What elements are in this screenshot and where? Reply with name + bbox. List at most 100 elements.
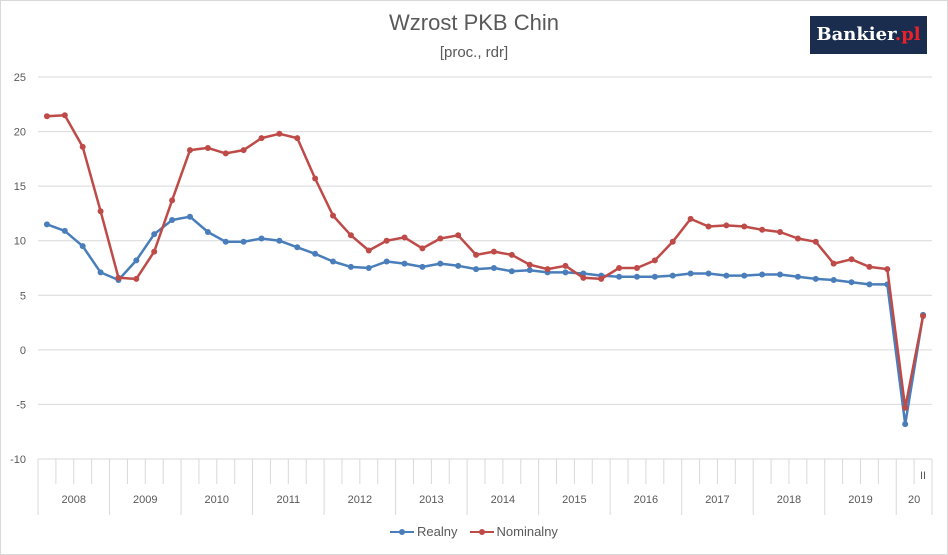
data-point-nominalny — [330, 212, 337, 219]
data-point-realny — [473, 266, 480, 273]
data-point-nominalny — [61, 112, 68, 119]
data-point-nominalny — [79, 143, 86, 150]
data-point-realny — [490, 265, 497, 271]
data-point-nominalny — [365, 247, 372, 254]
legend-item-nominalny: Nominalny — [469, 524, 558, 539]
data-point-nominalny — [794, 235, 801, 242]
y-tick-label: -10 — [10, 454, 26, 466]
data-point-nominalny — [687, 215, 694, 222]
data-point-nominalny — [490, 248, 497, 255]
bankier-logo[interactable]: Bankier.pl — [810, 16, 927, 54]
y-tick-label: 0 — [20, 345, 26, 357]
data-point-nominalny — [276, 130, 283, 137]
data-point-realny — [61, 227, 68, 234]
data-point-realny — [723, 272, 730, 279]
data-point-realny — [204, 228, 211, 235]
data-point-nominalny — [455, 232, 462, 239]
data-point-realny — [830, 277, 837, 284]
legend-swatch — [390, 527, 415, 537]
data-point-nominalny — [347, 232, 354, 239]
data-point-realny — [848, 279, 855, 286]
data-point-realny — [312, 250, 319, 257]
data-point-realny — [633, 273, 640, 280]
data-point-nominalny — [115, 274, 122, 281]
data-point-nominalny — [651, 257, 658, 264]
data-point-nominalny — [777, 228, 784, 235]
data-point-nominalny — [151, 248, 158, 255]
data-point-realny — [276, 237, 283, 244]
data-point-nominalny — [473, 251, 480, 258]
data-point-nominalny — [723, 222, 730, 229]
data-point-realny — [151, 231, 158, 238]
data-point-realny — [97, 269, 104, 276]
data-point-nominalny — [169, 197, 176, 204]
y-tick-label: 25 — [14, 72, 26, 84]
legend-swatch — [469, 527, 494, 537]
data-point-realny — [687, 270, 694, 277]
data-point-realny — [777, 271, 784, 278]
x-tick-label: 2015 — [562, 494, 586, 506]
data-point-realny — [437, 260, 444, 267]
data-point-nominalny — [43, 113, 50, 120]
data-point-nominalny — [526, 261, 533, 268]
data-point-nominalny — [616, 265, 623, 271]
data-point-realny — [562, 269, 569, 276]
data-point-nominalny — [920, 313, 927, 320]
y-tick-label: 15 — [14, 181, 26, 193]
data-point-realny — [455, 262, 462, 269]
data-point-nominalny — [437, 235, 444, 242]
data-point-nominalny — [186, 147, 193, 154]
legend-label: Nominalny — [496, 524, 558, 539]
series-line-realny — [46, 215, 925, 426]
data-point-realny — [616, 273, 623, 280]
legend: Realny Nominalny — [0, 524, 948, 540]
data-point-realny — [383, 258, 390, 265]
data-point-nominalny — [562, 262, 569, 269]
legend-label: Realny — [417, 524, 458, 539]
data-point-realny — [294, 244, 301, 251]
data-point-nominalny — [240, 147, 247, 154]
data-point-nominalny — [222, 150, 229, 157]
data-point-realny — [258, 235, 265, 242]
x-tick-label: 2012 — [348, 494, 372, 506]
x-axis: 2008 2009 2010 2011 2012 2013 2014 2015 2016 2017… — [37, 459, 933, 515]
data-point-realny — [401, 260, 408, 267]
data-point-nominalny — [97, 208, 104, 215]
legend-item-realny: Realny — [390, 524, 458, 539]
data-point-nominalny — [258, 135, 265, 142]
data-point-realny — [669, 272, 676, 279]
data-point-nominalny — [580, 274, 587, 281]
data-point-nominalny — [383, 237, 390, 244]
x-tick-label: 2016 — [634, 494, 658, 506]
chart-subtitle: [proc., rdr] — [439, 44, 509, 61]
data-point-realny — [240, 238, 247, 245]
x-tick-label: 2017 — [705, 494, 729, 506]
data-point-nominalny — [133, 275, 140, 282]
data-point-realny — [43, 221, 50, 228]
y-axis-ticks: 25 20 15 10 5 0 -5 -10 — [10, 72, 26, 466]
data-point-realny — [812, 275, 819, 282]
y-tick-label: -5 — [16, 399, 26, 411]
data-point-realny — [741, 272, 748, 279]
data-point-realny — [330, 258, 337, 265]
x-tick-label: 2010 — [205, 494, 229, 506]
data-point-nominalny — [812, 238, 819, 245]
data-point-realny — [794, 273, 801, 280]
data-point-nominalny — [830, 260, 837, 267]
data-point-nominalny — [598, 275, 605, 282]
x-tick-label: 2019 — [848, 494, 872, 506]
data-point-nominalny — [759, 226, 766, 233]
data-point-nominalny — [866, 263, 873, 270]
data-point-nominalny — [544, 266, 551, 273]
data-point-realny — [419, 263, 426, 270]
data-point-realny — [526, 267, 533, 274]
y-tick-label: 20 — [14, 127, 26, 139]
data-point-realny — [866, 281, 873, 288]
x-tick-label: 2009 — [133, 494, 157, 506]
data-point-nominalny — [705, 223, 712, 230]
logo-suffix: .pl — [894, 24, 921, 45]
x-tick-label: 2011 — [276, 494, 300, 506]
data-point-nominalny — [741, 223, 748, 230]
data-point-nominalny — [204, 144, 211, 151]
